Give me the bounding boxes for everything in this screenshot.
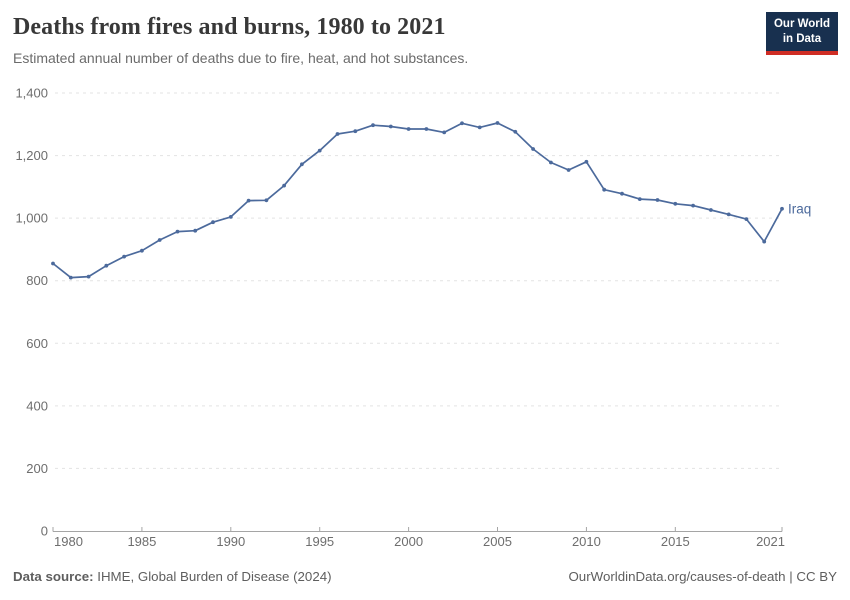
data-point-marker (300, 162, 304, 167)
data-point-marker (335, 132, 340, 136)
logo-line-1: Our World (773, 18, 830, 30)
data-point-marker (602, 187, 607, 192)
credit-link[interactable]: OurWorldinData.org/causes-of-death | CC … (568, 569, 837, 584)
data-point-marker (104, 263, 109, 268)
data-point-marker (353, 129, 358, 134)
x-axis-tick-label: 2015 (661, 534, 690, 549)
data-point-marker (317, 148, 322, 153)
data-point-marker (371, 123, 375, 128)
y-axis-tick-label: 1,000 (15, 211, 48, 226)
data-point-marker (228, 215, 233, 219)
data-point-marker (709, 208, 713, 212)
data-point-marker (637, 197, 642, 202)
data-point-marker (549, 160, 553, 165)
data-point-marker (531, 147, 535, 151)
x-axis-tick-label: 2000 (394, 534, 423, 549)
chart-subtitle: Estimated annual number of deaths due to… (13, 50, 469, 66)
data-point-marker (584, 159, 589, 164)
x-axis-tick-label: 2021 (756, 534, 785, 549)
data-point-marker (264, 198, 269, 203)
data-point-marker (68, 275, 73, 280)
data-point-marker (691, 203, 695, 208)
data-point-marker (388, 124, 393, 129)
y-axis-tick-label: 400 (26, 398, 48, 413)
data-point-marker (780, 206, 784, 211)
data-source-label: Data source: (13, 569, 94, 584)
x-axis-tick-label: 2005 (483, 534, 512, 549)
y-axis-tick-label: 600 (26, 336, 48, 351)
data-point-marker (157, 238, 162, 242)
data-point-marker (726, 212, 731, 217)
data-point-marker (175, 229, 180, 234)
y-axis-tick-label: 200 (26, 461, 48, 476)
x-axis-tick-label: 1990 (216, 534, 245, 549)
data-point-marker (762, 239, 767, 244)
data-source-text: IHME, Global Burden of Disease (2024) (93, 569, 332, 584)
data-point-marker (620, 191, 624, 196)
data-point-marker (406, 127, 411, 131)
data-point-marker (442, 130, 447, 135)
y-axis-tick-label: 0 (41, 524, 48, 539)
data-point-marker (282, 183, 286, 188)
y-axis-tick-label: 800 (26, 273, 48, 288)
data-point-marker (140, 248, 144, 253)
data-point-marker (673, 201, 678, 206)
series-label-iraq: Iraq (788, 201, 811, 216)
x-axis-tick-label: 2010 (572, 534, 601, 549)
x-axis-tick-label: 1980 (54, 534, 83, 549)
series-line-iraq (52, 122, 783, 279)
data-point-marker (513, 129, 518, 134)
data-point-marker (193, 228, 198, 233)
x-axis-tick-label: 1985 (127, 534, 156, 549)
data-point-marker (460, 121, 464, 126)
y-axis-tick-label: 1,400 (15, 86, 48, 101)
data-point-marker (477, 125, 482, 130)
data-point-marker (655, 198, 660, 202)
logo-line-2: in Data (782, 32, 822, 45)
page-title: Deaths from fires and burns, 1980 to 202… (13, 14, 446, 40)
data-point-marker (51, 261, 55, 266)
data-source: Data source: IHME, Global Burden of Dise… (13, 569, 332, 584)
x-axis-tick-label: 1995 (305, 534, 334, 549)
owid-logo: Our World in Data (765, 12, 838, 55)
data-point-marker (744, 217, 749, 222)
data-point-marker (424, 127, 429, 131)
data-point-marker (211, 220, 215, 225)
data-point-marker (495, 121, 500, 125)
y-axis-tick-label: 1,200 (15, 148, 48, 163)
data-point-marker (86, 274, 91, 279)
data-point-marker (566, 168, 571, 172)
data-point-marker (122, 254, 126, 259)
data-point-marker (246, 198, 251, 203)
